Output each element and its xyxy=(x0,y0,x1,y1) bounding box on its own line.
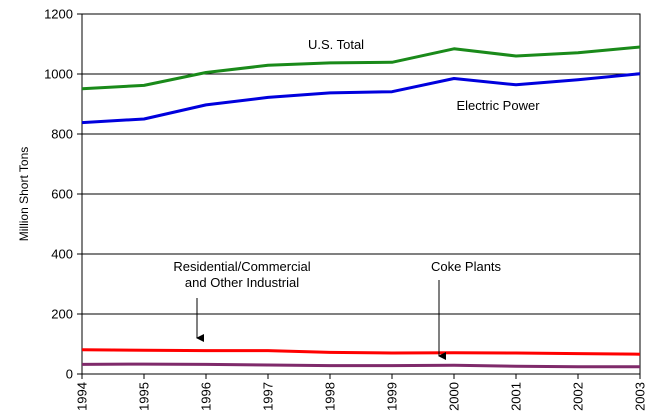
annotation-label: Coke Plants xyxy=(431,259,502,274)
y-tick-label: 1200 xyxy=(44,7,73,22)
series-line-2 xyxy=(81,348,641,356)
series-line-1 xyxy=(81,72,641,125)
x-tick-label: 1997 xyxy=(261,382,276,411)
annotation-label: and Other Industrial xyxy=(185,275,299,290)
y-tick-label: 0 xyxy=(66,367,73,382)
x-tick-label: 1998 xyxy=(323,382,338,411)
y-tick-label: 400 xyxy=(51,247,73,262)
annotation-label: Residential/Commercial xyxy=(173,259,310,274)
x-tick-label: 1999 xyxy=(385,382,400,411)
annotation-label: Electric Power xyxy=(456,98,540,113)
x-tick-label: 1996 xyxy=(199,382,214,411)
x-tick-label: 2003 xyxy=(633,382,648,411)
y-tick-label: 1000 xyxy=(44,67,73,82)
y-tick-label: 200 xyxy=(51,307,73,322)
annotation-label: U.S. Total xyxy=(308,37,364,52)
gridlines xyxy=(82,73,640,315)
x-tick-label: 1995 xyxy=(137,382,152,411)
series-lines xyxy=(81,45,641,369)
annotations: U.S. Total Electric Power Residential/Comm… xyxy=(173,37,540,360)
x-tick-label: 2000 xyxy=(447,382,462,411)
series-line-0 xyxy=(81,45,641,91)
x-tick-label: 1994 xyxy=(75,382,90,411)
series-line-3 xyxy=(81,362,640,369)
y-axis: 0 200 400 600 800 1000 1200 xyxy=(44,7,82,382)
x-tick-label: 2002 xyxy=(571,382,586,411)
y-tick-label: 800 xyxy=(51,127,73,142)
y-axis-label: Million Short Tons xyxy=(17,147,31,242)
y-tick-label: 600 xyxy=(51,187,73,202)
x-axis: 1994 1995 1996 1997 1998 1999 2000 2001 2002 2003 xyxy=(75,374,648,411)
x-tick-label: 2001 xyxy=(509,382,524,411)
